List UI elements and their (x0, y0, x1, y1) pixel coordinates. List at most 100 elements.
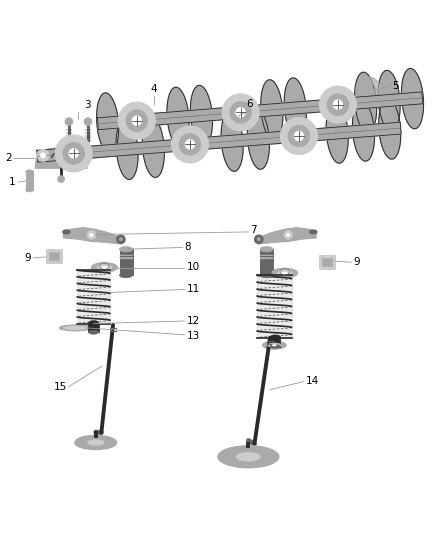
Bar (270, 337, 280, 346)
Bar (319, 255, 335, 269)
Polygon shape (116, 119, 138, 180)
Polygon shape (353, 101, 374, 161)
Circle shape (327, 94, 349, 116)
Polygon shape (37, 122, 401, 162)
Ellipse shape (260, 272, 273, 278)
Circle shape (284, 231, 293, 239)
Circle shape (172, 126, 208, 163)
Ellipse shape (120, 247, 133, 252)
Circle shape (257, 238, 261, 241)
Circle shape (126, 110, 148, 132)
Ellipse shape (26, 188, 33, 192)
Circle shape (294, 131, 304, 141)
Circle shape (87, 231, 96, 239)
Circle shape (63, 143, 85, 164)
Text: 1: 1 (9, 177, 16, 187)
Bar (260, 255, 273, 259)
Text: 12: 12 (187, 316, 200, 326)
Text: 10: 10 (187, 262, 200, 272)
Text: 9: 9 (24, 253, 31, 263)
Ellipse shape (63, 230, 70, 234)
Text: 2: 2 (5, 152, 11, 163)
Text: 11: 11 (187, 284, 200, 294)
Text: 3: 3 (84, 100, 90, 110)
Circle shape (132, 116, 142, 126)
Polygon shape (402, 69, 424, 129)
Polygon shape (247, 109, 269, 169)
Polygon shape (142, 117, 164, 177)
Bar (46, 249, 62, 263)
Ellipse shape (309, 230, 317, 234)
Ellipse shape (277, 270, 292, 276)
Ellipse shape (260, 247, 273, 252)
Text: 8: 8 (184, 242, 191, 252)
Bar (322, 259, 332, 266)
Circle shape (288, 125, 310, 147)
Ellipse shape (64, 326, 87, 330)
Circle shape (119, 238, 123, 241)
Circle shape (236, 108, 245, 117)
Ellipse shape (120, 272, 133, 278)
Ellipse shape (282, 272, 288, 274)
Ellipse shape (268, 343, 281, 348)
Circle shape (90, 233, 93, 237)
Ellipse shape (236, 453, 261, 461)
Polygon shape (261, 80, 283, 140)
Polygon shape (167, 87, 189, 148)
Circle shape (185, 140, 195, 149)
Circle shape (77, 153, 82, 158)
Circle shape (73, 149, 85, 161)
Circle shape (69, 149, 78, 158)
Ellipse shape (59, 325, 92, 331)
Ellipse shape (262, 341, 286, 349)
Ellipse shape (97, 264, 112, 270)
Bar (26, 172, 33, 190)
Text: 5: 5 (392, 80, 399, 91)
Polygon shape (97, 93, 119, 153)
Polygon shape (191, 85, 212, 146)
Polygon shape (97, 92, 423, 130)
Ellipse shape (75, 435, 117, 449)
Circle shape (58, 176, 65, 183)
Bar (88, 322, 99, 332)
Ellipse shape (272, 268, 298, 278)
Ellipse shape (270, 344, 280, 349)
Circle shape (333, 100, 343, 109)
Text: 6: 6 (246, 99, 253, 109)
Text: 13: 13 (187, 330, 200, 341)
Ellipse shape (88, 440, 104, 445)
Polygon shape (35, 148, 87, 168)
Polygon shape (379, 99, 401, 159)
Circle shape (222, 94, 259, 131)
Circle shape (254, 235, 263, 244)
Polygon shape (355, 72, 377, 133)
Circle shape (118, 102, 155, 139)
Circle shape (37, 149, 49, 161)
Circle shape (117, 235, 125, 244)
Circle shape (286, 233, 290, 237)
Bar (120, 255, 133, 259)
Circle shape (84, 118, 92, 126)
Circle shape (320, 86, 356, 123)
Ellipse shape (26, 170, 33, 174)
Polygon shape (378, 70, 400, 131)
Ellipse shape (88, 330, 99, 334)
Circle shape (280, 118, 317, 155)
Ellipse shape (270, 335, 280, 339)
Polygon shape (221, 111, 243, 171)
Polygon shape (284, 78, 306, 138)
Circle shape (230, 102, 251, 123)
Circle shape (55, 135, 92, 172)
Bar (120, 249, 133, 275)
Bar (49, 252, 59, 260)
Polygon shape (64, 228, 125, 244)
Circle shape (65, 118, 73, 126)
Polygon shape (254, 228, 316, 244)
Circle shape (179, 134, 201, 155)
Polygon shape (326, 103, 348, 163)
Bar (260, 249, 273, 275)
Text: 14: 14 (305, 376, 319, 386)
Text: 4: 4 (151, 84, 157, 93)
Text: 9: 9 (353, 257, 360, 267)
Ellipse shape (272, 344, 276, 346)
